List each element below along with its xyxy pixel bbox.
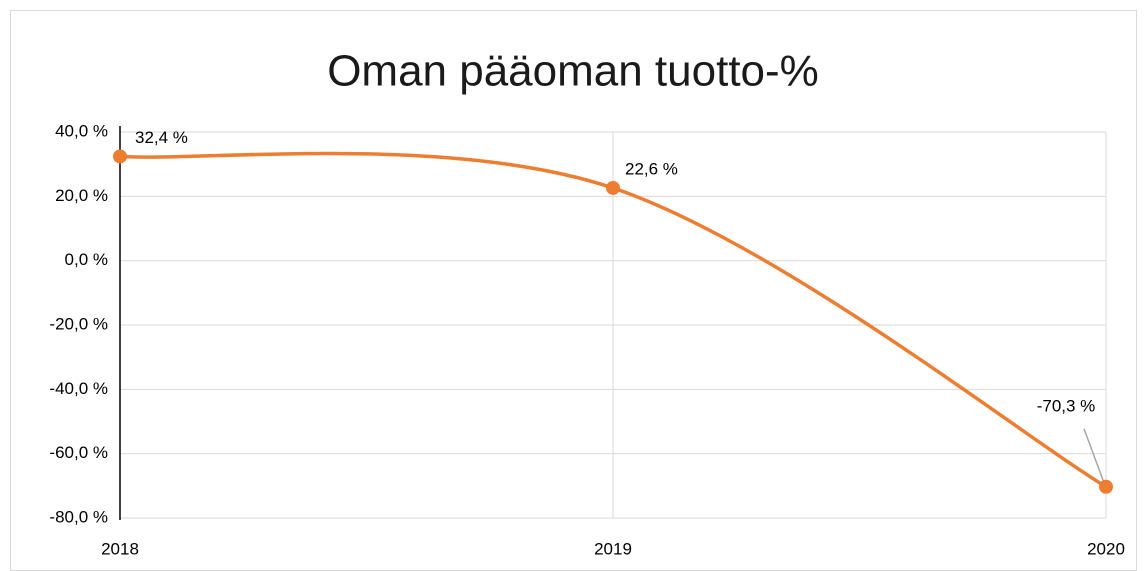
marker: [1099, 479, 1113, 494]
marker: [606, 180, 620, 195]
y-tick-label: 40,0 %: [55, 121, 108, 140]
data-label: -70,3 %: [1037, 396, 1096, 415]
data-label: 22,6 %: [625, 159, 678, 178]
x-tick-label: 2020: [1087, 539, 1125, 558]
x-tick-label: 2019: [594, 539, 632, 558]
y-tick-label: 20,0 %: [55, 186, 108, 205]
leader-line: [1083, 428, 1105, 484]
y-tick-label: 0,0 %: [65, 250, 108, 269]
marker: [113, 149, 127, 164]
y-tick-label: -20,0 %: [49, 314, 108, 333]
y-tick-label: -40,0 %: [49, 379, 108, 398]
y-tick-label: -80,0 %: [49, 507, 108, 526]
chart-border: [10, 10, 1137, 571]
chart-title: Oman pääoman tuotto-%: [327, 47, 819, 96]
x-tick-label: 2018: [101, 539, 139, 558]
y-tick-label: -60,0 %: [49, 443, 108, 462]
data-label: 32,4 %: [135, 128, 188, 147]
